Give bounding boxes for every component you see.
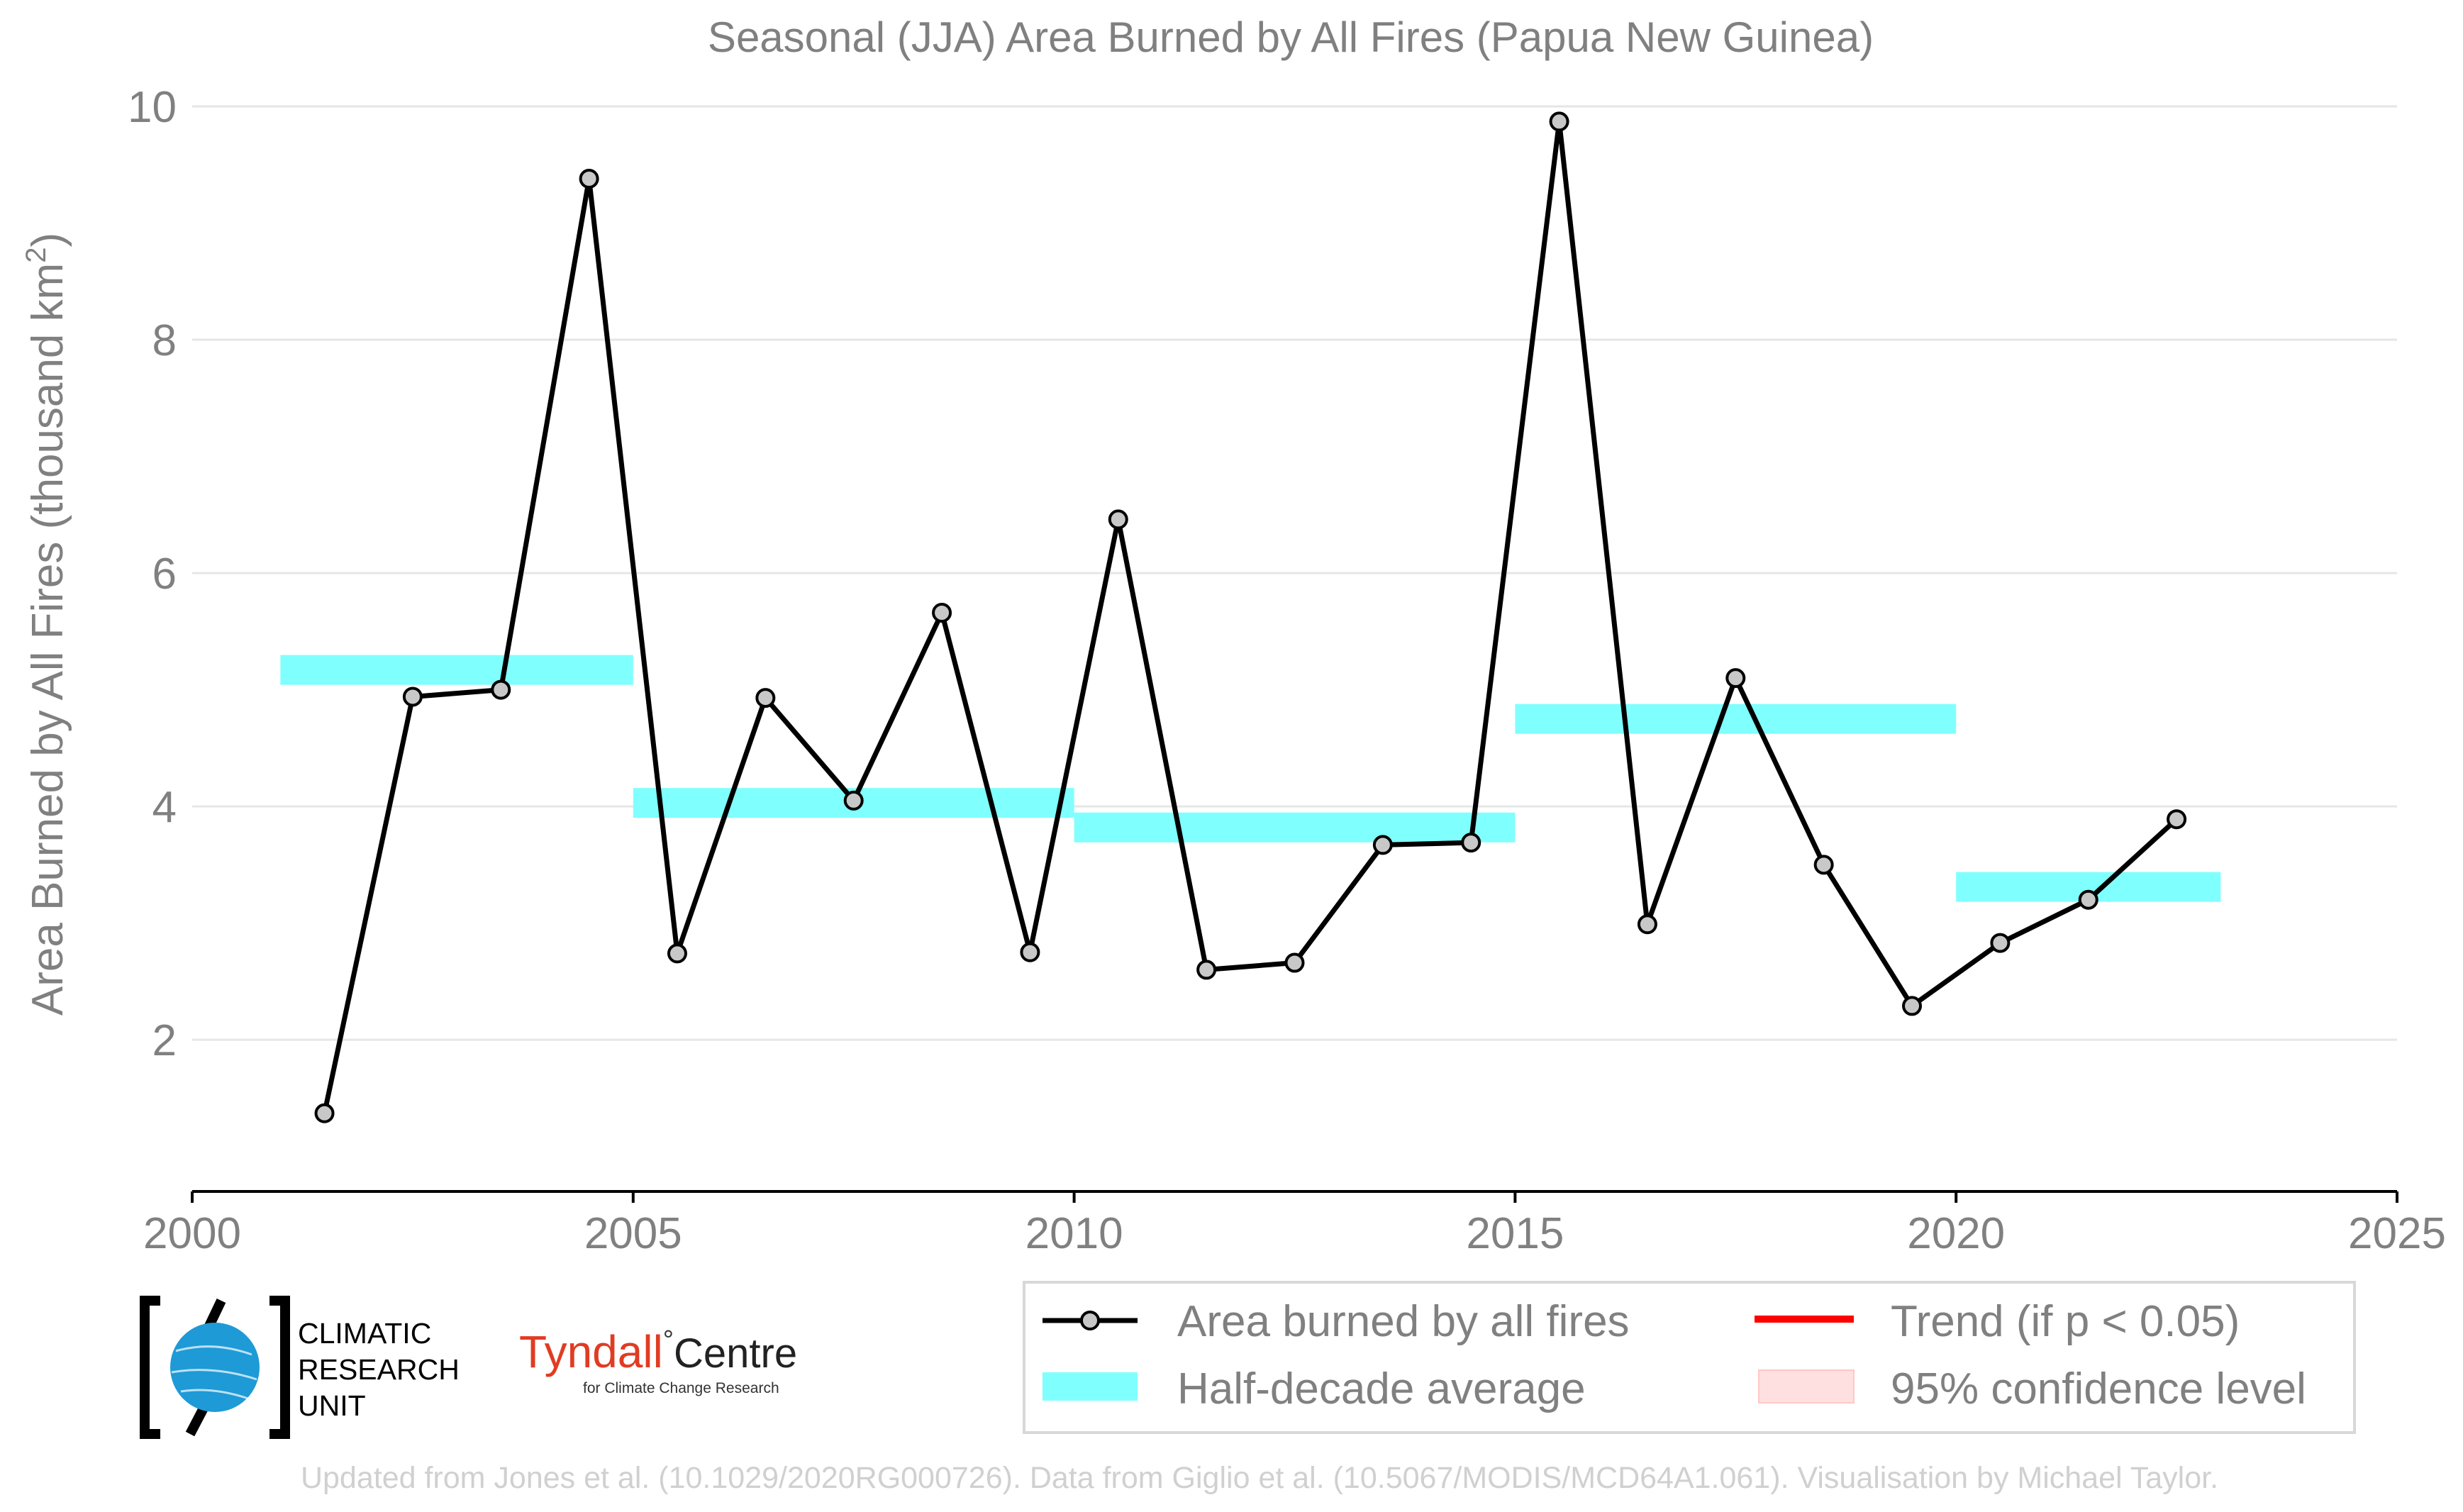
data-point-18 [1813, 855, 1834, 875]
data-point-17 [1725, 668, 1746, 689]
chart-title: Seasonal (JJA) Area Burned by All Fires … [708, 13, 1874, 61]
data-point-20 [1990, 933, 2011, 953]
y-tick-label-4: 4 [152, 783, 177, 832]
data-point-16 [1637, 914, 1657, 935]
tyndall-logo: Tyndall°Centre for Climate Change Resear… [519, 1325, 797, 1396]
y-tick-label-10: 10 [128, 83, 177, 132]
legend-marker-swatch [1080, 1311, 1100, 1330]
legend-confidence-swatch [1758, 1369, 1855, 1403]
x-tick-label-2025: 2025 [2348, 1209, 2446, 1258]
data-point-3 [491, 679, 511, 700]
y-axis-label-close: ) [23, 233, 72, 248]
x-tick-label-2015: 2015 [1466, 1209, 1564, 1258]
legend-box [1023, 1281, 2356, 1434]
tyndall-centre: Centre [674, 1330, 797, 1377]
half-decade-bands [280, 655, 2221, 902]
legend-label-half-decade: Half-decade average [1177, 1364, 1586, 1413]
y-axis-label-main: Area Burned by All Fires (thousand km [23, 263, 72, 1016]
tyndall-title: Tyndall°Centre [519, 1325, 797, 1377]
data-point-11 [1196, 960, 1217, 980]
data-point-8 [932, 603, 952, 623]
x-tick-label-2000: 2000 [143, 1209, 241, 1258]
y-axis-label-sup: 2 [21, 248, 52, 263]
data-point-14 [1461, 833, 1481, 853]
series-line [322, 118, 2179, 1114]
y-tick-label-6: 6 [152, 550, 177, 599]
data-point-19 [1902, 996, 1923, 1016]
legend-label-trend: Trend (if p < 0.05) [1891, 1297, 2240, 1346]
x-tick-label-2005: 2005 [584, 1209, 682, 1258]
axes: 2 4 6 8 10 2000 2005 2010 2015 2020 2025 [128, 83, 2446, 1258]
half-decade-band-1 [280, 655, 633, 685]
data-point-6 [755, 688, 776, 708]
legend-label-confidence: 95% confidence level [1891, 1364, 2306, 1413]
legend-band-swatch [1043, 1372, 1138, 1401]
cru-text-line-2: RESEARCH [298, 1353, 460, 1386]
data-point-9 [1020, 942, 1040, 962]
series-area-burned [314, 111, 2187, 1123]
x-tick-label-2010: 2010 [1025, 1209, 1123, 1258]
data-point-4 [579, 169, 599, 189]
data-point-15 [1549, 111, 1569, 132]
data-point-7 [843, 790, 864, 811]
tyndall-main: Tyndall [519, 1326, 663, 1377]
data-point-13 [1372, 835, 1393, 855]
tyndall-subtitle: for Climate Change Research [583, 1380, 779, 1396]
cru-logo: CLIMATIC RESEARCH UNIT [140, 1296, 460, 1439]
data-point-1 [314, 1103, 335, 1123]
cru-text-line-1: CLIMATIC [298, 1317, 431, 1350]
legend: Area burned by all fires Trend (if p < 0… [1023, 1281, 2356, 1434]
x-tick-label-2020: 2020 [1907, 1209, 2005, 1258]
tyndall-degree: ° [663, 1325, 674, 1355]
legend-label-area-burned: Area burned by all fires [1177, 1297, 1630, 1346]
y-tick-label-8: 8 [152, 316, 177, 365]
data-point-21 [2078, 889, 2098, 910]
data-point-22 [2167, 809, 2187, 830]
footer-credit: Updated from Jones et al. (10.1029/2020R… [301, 1461, 2218, 1495]
data-point-5 [667, 943, 687, 964]
data-point-2 [402, 686, 423, 707]
data-point-10 [1108, 509, 1128, 530]
data-point-12 [1284, 952, 1305, 973]
half-decade-band-3 [1074, 812, 1516, 843]
cru-text-line-3: UNIT [298, 1389, 366, 1422]
y-axis-label: Area Burned by All Fires (thousand km2) [21, 233, 72, 1016]
half-decade-band-4 [1515, 704, 1957, 734]
y-tick-label-2: 2 [152, 1016, 177, 1065]
